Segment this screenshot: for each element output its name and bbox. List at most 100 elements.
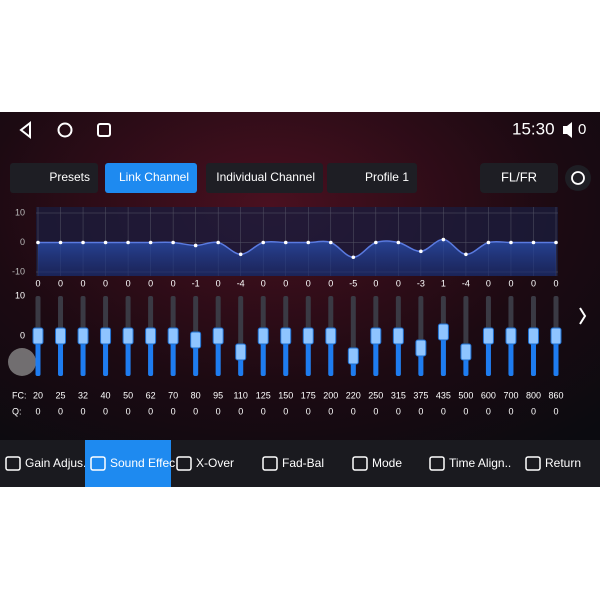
slider-knob[interactable] xyxy=(32,327,44,345)
slider-knob[interactable] xyxy=(122,327,134,345)
fc-value: 40 xyxy=(101,390,111,400)
reset-button[interactable] xyxy=(565,165,591,191)
q-value: 0 xyxy=(306,406,311,416)
gain-value: 0 xyxy=(171,278,176,288)
fc-value: 125 xyxy=(256,390,271,400)
gain-value: 0 xyxy=(58,278,63,288)
nav-item[interactable]: Return xyxy=(545,456,581,470)
nav-icon xyxy=(176,456,192,471)
slider-knob[interactable] xyxy=(527,327,539,345)
slider-knob[interactable] xyxy=(347,347,359,365)
fc-value: 62 xyxy=(146,390,156,400)
curve-point xyxy=(81,240,85,245)
slider-knob[interactable] xyxy=(325,327,337,345)
channel-label: FL/FR xyxy=(501,169,537,184)
nav-item[interactable]: Mode xyxy=(372,456,402,470)
gain-value: -1 xyxy=(192,278,200,288)
slider-knob[interactable] xyxy=(212,327,224,345)
tab[interactable] xyxy=(327,163,417,193)
q-value: 0 xyxy=(148,406,153,416)
q-value: 0 xyxy=(328,406,333,416)
fc-value: 20 xyxy=(33,390,43,400)
fc-value: 32 xyxy=(78,390,88,400)
slider-fill xyxy=(530,336,536,376)
fc-value: 800 xyxy=(526,390,541,400)
graph-tick-label: -10 xyxy=(12,266,25,276)
q-value: 0 xyxy=(283,406,288,416)
tab-label: Link Channel xyxy=(119,170,189,184)
q-value: 0 xyxy=(261,406,266,416)
tab[interactable] xyxy=(10,163,98,193)
fc-value: 500 xyxy=(458,390,473,400)
back-button[interactable] xyxy=(19,120,31,140)
gain-value: 0 xyxy=(216,278,221,288)
fc-value: 315 xyxy=(391,390,406,400)
q-value: 0 xyxy=(396,406,401,416)
curve-point xyxy=(261,240,266,245)
gain-value: 0 xyxy=(531,278,536,288)
curve-point xyxy=(351,255,356,260)
slider-knob[interactable] xyxy=(190,331,202,349)
slider-fill xyxy=(148,336,154,376)
home-button[interactable] xyxy=(57,122,73,138)
slider-knob[interactable] xyxy=(302,327,314,345)
gain-value: 0 xyxy=(396,278,401,288)
curve-point xyxy=(171,240,175,245)
slider-knob[interactable] xyxy=(437,323,449,341)
slider-knob[interactable] xyxy=(280,327,292,345)
fc-value: 435 xyxy=(436,390,451,400)
nav-item[interactable]: Time Align.. xyxy=(449,456,511,470)
fc-value: 700 xyxy=(503,390,518,400)
slider-knob[interactable] xyxy=(550,327,562,345)
slider-knob[interactable] xyxy=(167,327,179,345)
slider-knob[interactable] xyxy=(392,327,404,345)
floating-ball[interactable] xyxy=(8,348,36,376)
nav-item[interactable]: Fad-Bal xyxy=(282,456,324,470)
slider-knob[interactable] xyxy=(460,343,472,361)
curve-point xyxy=(554,240,558,245)
curve-fill xyxy=(38,239,556,276)
slider-knob[interactable] xyxy=(55,327,67,345)
curve-point xyxy=(126,240,130,245)
nav-item[interactable]: X-Over xyxy=(196,456,234,470)
nav-item[interactable]: Gain Adjus.. xyxy=(25,456,90,470)
clock: 15:30 xyxy=(512,119,555,138)
slider-knob[interactable] xyxy=(370,327,382,345)
nav-icon xyxy=(525,456,541,471)
slider-knob[interactable] xyxy=(77,327,89,345)
gain-value: -3 xyxy=(417,278,425,288)
nav-icon xyxy=(352,456,368,471)
channel-button[interactable] xyxy=(480,163,558,193)
slider-knob[interactable] xyxy=(482,327,494,345)
gain-value: -5 xyxy=(349,278,357,288)
slider-fill xyxy=(170,336,176,376)
fc-value: 95 xyxy=(213,390,223,400)
nav-item[interactable]: Sound Effec xyxy=(110,456,175,470)
recent-button[interactable] xyxy=(97,123,111,137)
slider-knob[interactable] xyxy=(505,327,517,345)
slider-fill xyxy=(103,336,109,376)
gain-value: 0 xyxy=(126,278,131,288)
slider-fill xyxy=(58,336,64,376)
slider-knob[interactable] xyxy=(257,327,269,345)
eq-curve xyxy=(38,238,556,259)
slider-knob[interactable] xyxy=(145,327,157,345)
tab[interactable] xyxy=(206,163,323,193)
slider-knob[interactable] xyxy=(415,339,427,357)
slider-knob[interactable] xyxy=(100,327,112,345)
curve-point xyxy=(238,252,243,257)
slider-fill xyxy=(215,336,221,376)
tab[interactable] xyxy=(105,163,197,193)
next-arrow[interactable] xyxy=(579,307,587,325)
slider-fill xyxy=(35,336,41,376)
slider-fill xyxy=(80,336,86,376)
slider-fill xyxy=(395,336,401,376)
slider-knob[interactable] xyxy=(235,343,247,361)
fc-value: 150 xyxy=(278,390,293,400)
nav-icon xyxy=(262,456,278,471)
curve-point xyxy=(103,240,108,245)
fc-label: FC: xyxy=(12,390,27,400)
fc-value: 600 xyxy=(481,390,496,400)
gain-value: 0 xyxy=(35,278,40,288)
nav-active xyxy=(85,440,171,487)
